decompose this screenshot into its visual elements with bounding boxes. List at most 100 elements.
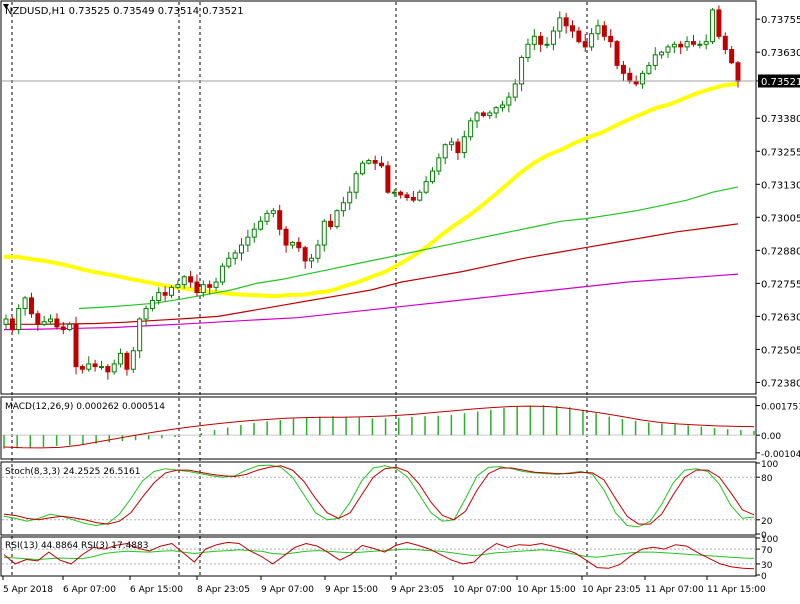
price-tick-label: 0.72880 (761, 246, 800, 257)
candle-body (258, 220, 264, 230)
rsi-panel-frame (0, 536, 757, 577)
stoch-tick-label: 100 (761, 460, 778, 470)
candle-body (296, 241, 302, 249)
candle-body (118, 352, 124, 365)
candle-body (264, 212, 270, 222)
candle-body (283, 228, 289, 246)
candle-body (9, 318, 15, 331)
candle-body (703, 41, 709, 45)
candle-body (137, 318, 143, 352)
candle-body (111, 363, 117, 373)
candle-body (188, 276, 194, 283)
time-tick-label: 9 Apr 23:05 (391, 585, 444, 595)
candle-body (86, 363, 92, 370)
candle-body (461, 136, 467, 154)
rsi-tick-label: 30 (761, 561, 773, 571)
candle-body (41, 321, 47, 325)
candle-body (601, 25, 607, 37)
candle-body (563, 17, 569, 27)
time-tick-label: 10 Apr 15:00 (517, 585, 576, 595)
candle-body (232, 252, 238, 259)
candle-body (130, 350, 136, 370)
candle-body (143, 307, 149, 320)
price-tick-label: 0.73130 (761, 180, 800, 191)
stoch-tick-label: 0 (761, 531, 767, 541)
candle-body (149, 300, 155, 309)
candle-body (640, 72, 646, 85)
ma-line-3 (3, 273, 739, 331)
time-tick-label: 5 Apr 2018 (3, 585, 53, 595)
candle-body (398, 191, 404, 196)
candle-body (570, 25, 576, 32)
candle-body (627, 72, 633, 82)
candle-body (226, 257, 232, 267)
candle-body (493, 107, 499, 114)
main-panel-frame (0, 0, 757, 395)
stoch-tick-label: 20 (761, 517, 773, 527)
time-tick-label: 11 Apr 15:00 (707, 585, 766, 595)
candle-body (245, 236, 251, 246)
rsi-tick-label: 0 (761, 572, 767, 582)
candle-body (684, 41, 690, 48)
candle-body (379, 162, 385, 167)
stoch-tick-label: 80 (761, 474, 773, 484)
candle-body (710, 9, 716, 43)
time-tick-label: 9 Apr 15:00 (325, 585, 378, 595)
candle-body (385, 165, 391, 193)
time-tick-label: 9 Apr 07:00 (261, 585, 314, 595)
candle-body (3, 318, 9, 325)
rsi-line-0 (3, 548, 755, 561)
candle-body (309, 257, 315, 262)
candle-body (512, 83, 518, 98)
candle-body (729, 49, 735, 64)
candle-body (277, 210, 283, 230)
candle-body (54, 318, 60, 328)
candle-body (207, 284, 213, 288)
candle-body (124, 352, 130, 370)
candle-body (251, 228, 257, 238)
symbol-header: NZDUSD,H1 0.73525 0.73549 0.73514 0.7352… (5, 6, 244, 17)
candle-body (442, 144, 448, 159)
candle-body (98, 366, 104, 369)
current-price-box (758, 74, 800, 88)
price-tick-label: 0.73380 (761, 114, 800, 125)
candle-body (665, 46, 671, 53)
time-tick-label: 11 Apr 07:00 (645, 585, 704, 595)
candle-body (73, 323, 79, 368)
candle-body (105, 366, 111, 373)
candle-body (219, 265, 225, 283)
candlesticks (3, 5, 741, 380)
candle-body (487, 112, 493, 117)
candle-body (79, 366, 85, 370)
candle-body (16, 307, 22, 331)
candle-body (506, 96, 512, 106)
price-tick-label: 0.72630 (761, 312, 800, 323)
rsi-line-1 (3, 541, 755, 570)
price-tick-label: 0.72380 (761, 378, 800, 389)
ma-line-2 (4, 223, 739, 325)
candle-body (334, 210, 340, 228)
candle-body (359, 162, 365, 175)
candle-body (646, 64, 652, 74)
candle-body (328, 220, 334, 228)
macd-tick-label: 0.00 (761, 432, 781, 442)
candle-body (474, 112, 480, 122)
candle-body (92, 363, 98, 368)
candle-body (722, 35, 728, 51)
time-tick-label: 10 Apr 07:00 (453, 585, 512, 595)
time-tick-label: 6 Apr 07:00 (63, 585, 116, 595)
candle-body (716, 9, 722, 37)
stoch-panel-frame (0, 461, 757, 536)
candle-body (735, 62, 741, 82)
candle-body (519, 56, 525, 85)
stochastic-indicator: 100 80 20 0 (2, 460, 778, 541)
candle-body (652, 54, 658, 66)
candle-body (614, 41, 620, 66)
candle-body (620, 64, 626, 74)
candle-body (391, 191, 397, 194)
candle-body (468, 120, 474, 138)
